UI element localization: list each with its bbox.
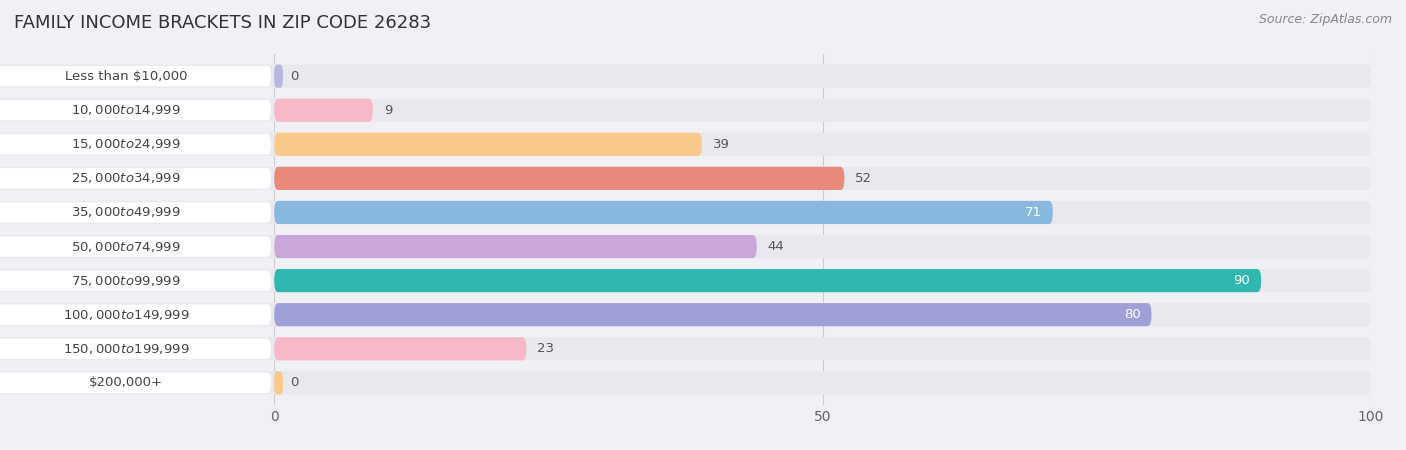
FancyBboxPatch shape <box>0 168 271 189</box>
FancyBboxPatch shape <box>0 202 271 223</box>
FancyBboxPatch shape <box>0 371 1371 395</box>
FancyBboxPatch shape <box>0 269 1371 292</box>
FancyBboxPatch shape <box>0 337 1371 360</box>
Text: $200,000+: $200,000+ <box>89 376 163 389</box>
Text: 52: 52 <box>855 172 872 185</box>
FancyBboxPatch shape <box>274 201 1053 224</box>
FancyBboxPatch shape <box>0 100 271 121</box>
Text: 9: 9 <box>384 104 392 117</box>
Text: 0: 0 <box>291 376 299 389</box>
FancyBboxPatch shape <box>274 269 1261 292</box>
FancyBboxPatch shape <box>0 338 271 359</box>
Text: 80: 80 <box>1123 308 1140 321</box>
FancyBboxPatch shape <box>274 371 283 395</box>
FancyBboxPatch shape <box>0 373 271 393</box>
Text: 0: 0 <box>291 70 299 83</box>
FancyBboxPatch shape <box>0 133 1371 156</box>
FancyBboxPatch shape <box>274 64 283 88</box>
FancyBboxPatch shape <box>0 167 1371 190</box>
FancyBboxPatch shape <box>0 270 271 291</box>
FancyBboxPatch shape <box>0 201 1371 224</box>
Text: $35,000 to $49,999: $35,000 to $49,999 <box>72 206 181 220</box>
FancyBboxPatch shape <box>274 167 845 190</box>
FancyBboxPatch shape <box>0 305 271 325</box>
Text: $150,000 to $199,999: $150,000 to $199,999 <box>63 342 190 356</box>
FancyBboxPatch shape <box>0 235 1371 258</box>
FancyBboxPatch shape <box>0 64 1371 88</box>
FancyBboxPatch shape <box>0 66 271 86</box>
Text: Less than $10,000: Less than $10,000 <box>65 70 187 83</box>
FancyBboxPatch shape <box>274 303 1152 326</box>
Text: 71: 71 <box>1025 206 1042 219</box>
Text: $25,000 to $34,999: $25,000 to $34,999 <box>72 171 181 185</box>
Text: $50,000 to $74,999: $50,000 to $74,999 <box>72 239 181 253</box>
Text: FAMILY INCOME BRACKETS IN ZIP CODE 26283: FAMILY INCOME BRACKETS IN ZIP CODE 26283 <box>14 14 432 32</box>
FancyBboxPatch shape <box>274 337 526 360</box>
FancyBboxPatch shape <box>0 134 271 154</box>
Text: $100,000 to $149,999: $100,000 to $149,999 <box>63 308 190 322</box>
FancyBboxPatch shape <box>0 99 1371 122</box>
Text: 23: 23 <box>537 342 554 355</box>
Text: $15,000 to $24,999: $15,000 to $24,999 <box>72 137 181 151</box>
FancyBboxPatch shape <box>0 236 271 257</box>
FancyBboxPatch shape <box>274 133 702 156</box>
Text: $10,000 to $14,999: $10,000 to $14,999 <box>72 103 181 117</box>
Text: 44: 44 <box>768 240 785 253</box>
FancyBboxPatch shape <box>274 235 756 258</box>
FancyBboxPatch shape <box>274 99 373 122</box>
Text: 90: 90 <box>1233 274 1250 287</box>
FancyBboxPatch shape <box>0 303 1371 326</box>
Text: $75,000 to $99,999: $75,000 to $99,999 <box>72 274 181 288</box>
Text: Source: ZipAtlas.com: Source: ZipAtlas.com <box>1258 14 1392 27</box>
Text: 39: 39 <box>713 138 730 151</box>
